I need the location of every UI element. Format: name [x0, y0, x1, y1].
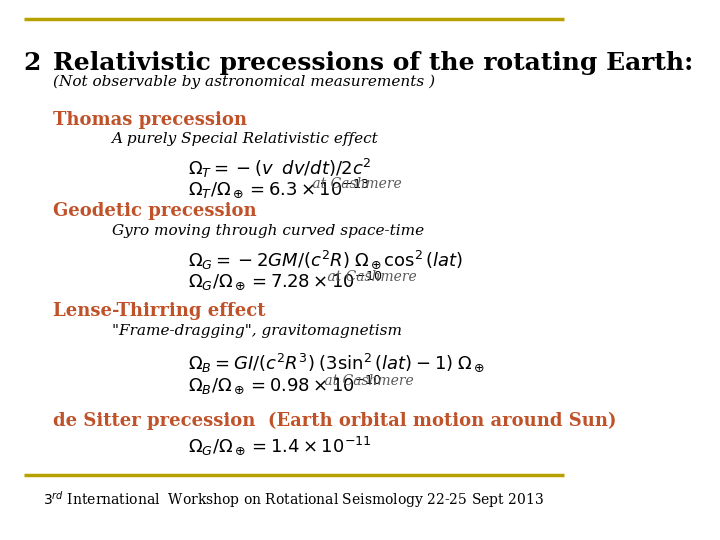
Text: Geodetic precession: Geodetic precession	[53, 202, 256, 220]
Text: $\Omega_G = -2GM/(c^2R)\;\Omega_\oplus \cos^2(lat)$: $\Omega_G = -2GM/(c^2R)\;\Omega_\oplus \…	[188, 248, 464, 271]
Text: $\Omega_B = GI/(c^2R^3)\;(3\sin^2(lat)-1)\;\Omega_\oplus$: $\Omega_B = GI/(c^2R^3)\;(3\sin^2(lat)-1…	[188, 352, 485, 374]
Text: $3^{rd}$ International  Workshop on Rotational Seismology 22-25 Sept 2013: $3^{rd}$ International Workshop on Rotat…	[43, 489, 544, 510]
Text: Relativistic precessions of the rotating Earth:: Relativistic precessions of the rotating…	[53, 51, 693, 75]
Text: at Cashmere: at Cashmere	[308, 177, 402, 191]
Text: $\Omega_G/\Omega_\oplus = 1.4 \times 10^{-11}$: $\Omega_G/\Omega_\oplus = 1.4 \times 10^…	[188, 435, 372, 457]
Text: Gyro moving through curved space-time: Gyro moving through curved space-time	[112, 224, 424, 238]
Text: Lense-Thirring effect: Lense-Thirring effect	[53, 302, 266, 320]
Text: (Not observable by astronomical measurements ): (Not observable by astronomical measurem…	[53, 75, 435, 89]
Text: $\Omega_T/\Omega_\oplus = 6.3 \times 10^{-13}$: $\Omega_T/\Omega_\oplus = 6.3 \times 10^…	[188, 177, 369, 199]
Text: Thomas precession: Thomas precession	[53, 111, 247, 129]
Text: A purely Special Relativistic effect: A purely Special Relativistic effect	[112, 132, 379, 146]
Text: de Sitter precession  (Earth orbital motion around Sun): de Sitter precession (Earth orbital moti…	[53, 411, 616, 430]
Text: $\Omega_T = -(v\;\; dv/dt)/2c^2$: $\Omega_T = -(v\;\; dv/dt)/2c^2$	[188, 157, 372, 180]
Text: 2: 2	[24, 51, 41, 75]
Text: $\Omega_B/\Omega_\oplus = 0.98 \times 10^{-10}$: $\Omega_B/\Omega_\oplus = 0.98 \times 10…	[188, 374, 382, 396]
Text: at Cashmere: at Cashmere	[323, 270, 417, 284]
Text: at Cashmere: at Cashmere	[320, 374, 414, 388]
Text: $\Omega_G/\Omega_\oplus = 7.28 \times 10^{-10}$: $\Omega_G/\Omega_\oplus = 7.28 \times 10…	[188, 270, 382, 292]
Text: "Frame-dragging", gravitomagnetism: "Frame-dragging", gravitomagnetism	[112, 324, 402, 338]
